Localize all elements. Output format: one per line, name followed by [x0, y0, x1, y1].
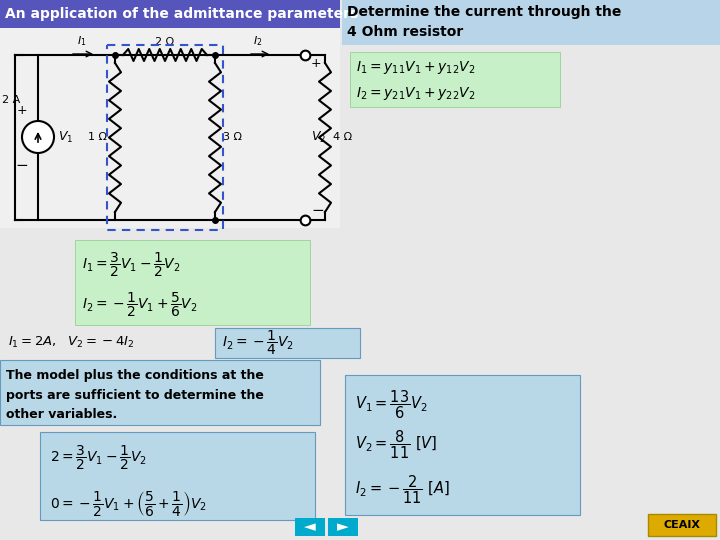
FancyBboxPatch shape — [40, 432, 315, 520]
Text: $V_1 = \dfrac{13}{6}V_2$: $V_1 = \dfrac{13}{6}V_2$ — [355, 389, 428, 421]
FancyBboxPatch shape — [342, 0, 720, 45]
Text: −: − — [311, 203, 324, 218]
Text: $I_1 = 2A,\ \ V_2 = -4I_2$: $I_1 = 2A,\ \ V_2 = -4I_2$ — [8, 334, 135, 349]
Text: +: + — [17, 104, 27, 117]
Text: other variables.: other variables. — [6, 408, 117, 421]
FancyBboxPatch shape — [648, 514, 716, 536]
FancyBboxPatch shape — [328, 518, 358, 536]
Text: $I_2 = -\dfrac{1}{4}V_2$: $I_2 = -\dfrac{1}{4}V_2$ — [222, 329, 294, 357]
FancyBboxPatch shape — [0, 0, 340, 28]
Text: $I_1 = \dfrac{3}{2}V_1 - \dfrac{1}{2}V_2$: $I_1 = \dfrac{3}{2}V_1 - \dfrac{1}{2}V_2… — [82, 251, 181, 279]
FancyBboxPatch shape — [345, 375, 580, 515]
Text: ►: ► — [337, 519, 349, 535]
Text: ◄: ◄ — [304, 519, 316, 535]
Text: ports are sufficient to determine the: ports are sufficient to determine the — [6, 388, 264, 402]
FancyBboxPatch shape — [0, 28, 340, 228]
Text: $I_2 = y_{21}V_1 + y_{22}V_2$: $I_2 = y_{21}V_1 + y_{22}V_2$ — [356, 84, 475, 102]
FancyBboxPatch shape — [295, 518, 325, 536]
Text: $I_1 = y_{11}V_1 + y_{12}V_2$: $I_1 = y_{11}V_1 + y_{12}V_2$ — [356, 58, 475, 76]
Text: +: + — [311, 57, 322, 70]
Text: An application of the admittance parameters: An application of the admittance paramet… — [5, 7, 359, 21]
Text: $I_1$: $I_1$ — [77, 34, 86, 48]
FancyBboxPatch shape — [215, 328, 360, 358]
Text: $V_2$: $V_2$ — [311, 130, 326, 145]
Text: $V_2 = \dfrac{8}{11}\ [V]$: $V_2 = \dfrac{8}{11}\ [V]$ — [355, 429, 437, 461]
Text: Determine the current through the
4 Ohm resistor: Determine the current through the 4 Ohm … — [347, 5, 621, 39]
Text: $0 = -\dfrac{1}{2}V_1 + \left(\dfrac{5}{6} + \dfrac{1}{4}\right)V_2$: $0 = -\dfrac{1}{2}V_1 + \left(\dfrac{5}{… — [50, 489, 207, 517]
Circle shape — [22, 121, 54, 153]
Text: $V_1$: $V_1$ — [58, 130, 73, 145]
Text: CEAIX: CEAIX — [664, 520, 701, 530]
Text: The model plus the conditions at the: The model plus the conditions at the — [6, 369, 264, 382]
Text: $I_2 = -\dfrac{2}{11}\ [A]$: $I_2 = -\dfrac{2}{11}\ [A]$ — [355, 474, 449, 507]
Text: 3 Ω: 3 Ω — [223, 132, 242, 142]
Text: −: − — [16, 158, 28, 172]
FancyBboxPatch shape — [350, 52, 560, 107]
Text: $I_2$: $I_2$ — [253, 34, 263, 48]
Text: $I_2 = -\dfrac{1}{2}V_1 + \dfrac{5}{6}V_2$: $I_2 = -\dfrac{1}{2}V_1 + \dfrac{5}{6}V_… — [82, 291, 198, 319]
Text: $2 = \dfrac{3}{2}V_1 - \dfrac{1}{2}V_2$: $2 = \dfrac{3}{2}V_1 - \dfrac{1}{2}V_2$ — [50, 444, 147, 472]
Text: 2 Ω: 2 Ω — [156, 37, 174, 47]
FancyBboxPatch shape — [0, 360, 320, 425]
Text: 2 A: 2 A — [2, 95, 20, 105]
Text: 1 Ω: 1 Ω — [88, 132, 107, 142]
FancyBboxPatch shape — [75, 240, 310, 325]
Text: 4 Ω: 4 Ω — [333, 132, 352, 142]
